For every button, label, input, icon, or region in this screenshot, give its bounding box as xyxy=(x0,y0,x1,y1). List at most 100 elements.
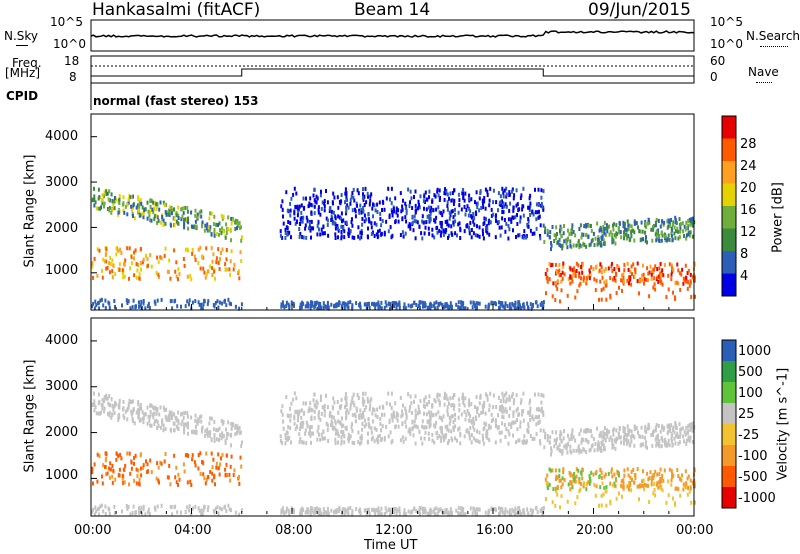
power-echo-cell xyxy=(537,203,540,207)
velocity-echo-cell xyxy=(488,438,491,442)
power-echo-cell xyxy=(362,192,364,197)
velocity-echo-cell xyxy=(156,420,159,425)
power-echo-cell xyxy=(430,205,433,210)
velocity-echo-cell xyxy=(505,409,508,414)
velocity-echo-cell xyxy=(614,484,617,489)
power-echo-cell xyxy=(281,207,284,212)
velocity-echo-cell xyxy=(100,403,103,407)
power-echo-cell xyxy=(443,304,446,309)
power-echo-cell xyxy=(468,206,471,211)
velocity-echo-cell xyxy=(234,432,237,437)
velocity-echo-cell xyxy=(660,444,663,448)
power-echo-cell xyxy=(652,285,655,290)
power-echo-cell xyxy=(429,218,432,223)
velocity-echo-cell xyxy=(585,482,588,487)
power-echo-cell xyxy=(358,236,361,241)
power-echo-cell xyxy=(178,272,181,277)
power-echo-cell xyxy=(499,233,502,238)
velocity-echo-cell xyxy=(368,511,371,516)
power-echo-cell xyxy=(99,298,102,303)
velocity-echo-cell xyxy=(502,406,505,411)
power-echo-cell xyxy=(222,215,225,219)
power-echo-cell xyxy=(409,200,411,205)
velocity-echo-cell xyxy=(490,418,493,423)
power-echo-cell xyxy=(137,209,140,214)
power-echo-cell xyxy=(513,193,516,198)
velocity-echo-cell xyxy=(140,473,143,478)
power-echo-cell xyxy=(347,234,350,238)
velocity-echo-cell xyxy=(315,399,318,404)
velocity-echo-cell xyxy=(101,474,103,479)
nsky-scale-bottom: 10^0 xyxy=(53,37,86,51)
velocity-echo-cell xyxy=(197,466,200,471)
power-echo-cell xyxy=(173,248,176,253)
velocity-echo-cell xyxy=(213,475,216,480)
velocity-echo-cell xyxy=(387,434,390,439)
velocity-echo-cell xyxy=(168,410,171,415)
power-echo-cell xyxy=(139,303,142,308)
power-echo-cell xyxy=(609,276,612,281)
power-echo-cell xyxy=(538,209,540,214)
velocity-echo-cell xyxy=(625,441,628,446)
power-echo-cell xyxy=(426,197,429,202)
velocity-echo-cell xyxy=(334,419,337,424)
velocity-echo-cell xyxy=(622,429,625,434)
power-echo-cell xyxy=(404,205,407,210)
power-echo-cell xyxy=(462,190,464,195)
velocity-echo-cell xyxy=(301,424,304,429)
velocity-echo-cell xyxy=(689,435,692,440)
velocity-echo-cell xyxy=(459,441,462,446)
velocity-echo-cell xyxy=(302,411,305,416)
velocity-echo-cell xyxy=(358,441,361,446)
velocity-echo-cell xyxy=(550,449,553,453)
power-echo-cell xyxy=(432,208,435,213)
power-echo-cell xyxy=(413,195,415,199)
power-echo-cell xyxy=(556,279,559,284)
power-cbar-tick-8: 8 xyxy=(740,247,749,262)
velocity-echo-cell xyxy=(351,512,354,517)
velocity-echo-cell xyxy=(654,437,657,442)
power-echo-cell xyxy=(495,200,498,205)
power-echo-cell xyxy=(106,207,109,211)
velocity-echo-cell xyxy=(446,427,449,432)
power-echo-cell xyxy=(393,304,396,309)
power-echo-cell xyxy=(470,228,473,232)
power-echo-cell xyxy=(614,278,617,283)
power-echo-cell xyxy=(459,226,462,231)
power-echo-cell xyxy=(137,195,140,200)
velocity-echo-cell xyxy=(229,478,232,483)
power-echo-cell xyxy=(344,301,347,306)
velocity-echo-cell xyxy=(671,475,674,480)
velocity-echo-cell xyxy=(657,485,660,490)
power-echo-cell xyxy=(200,209,203,214)
power-echo-cell xyxy=(103,194,106,199)
power-echo-cell xyxy=(118,267,121,272)
power-echo-cell xyxy=(292,302,295,307)
velocity-echo-cell xyxy=(337,440,339,445)
power-echo-cell xyxy=(418,304,421,309)
power-echo-cell xyxy=(625,236,628,241)
power-echo-cell xyxy=(453,198,456,203)
power-echo-cell xyxy=(424,304,426,309)
velocity-echo-cell xyxy=(97,392,100,397)
velocity-echo-cell xyxy=(103,399,106,404)
power-echo-cell xyxy=(228,267,231,272)
power-echo-cell xyxy=(91,261,94,266)
velocity-echo-cell xyxy=(449,507,452,512)
velocity-echo-cell xyxy=(452,425,455,430)
velocity-echo-cell xyxy=(612,427,615,432)
velocity-echo-cell xyxy=(385,424,388,429)
power-echo-cell xyxy=(343,229,346,234)
power-echo-cell xyxy=(506,304,509,309)
power-echo-cell xyxy=(361,222,364,227)
power-echo-cell xyxy=(417,199,420,204)
velocity-echo-cell xyxy=(198,508,201,513)
velocity-echo-cell xyxy=(115,451,118,456)
nave-scale-bottom: 0 xyxy=(710,70,718,84)
velocity-echo-cell xyxy=(413,424,416,429)
power-echo-cell xyxy=(436,225,439,230)
power-echo-cell xyxy=(347,305,350,310)
velocity-echo-cell xyxy=(611,474,614,479)
power-echo-cell xyxy=(554,280,557,285)
velocity-echo-cell xyxy=(315,405,318,410)
